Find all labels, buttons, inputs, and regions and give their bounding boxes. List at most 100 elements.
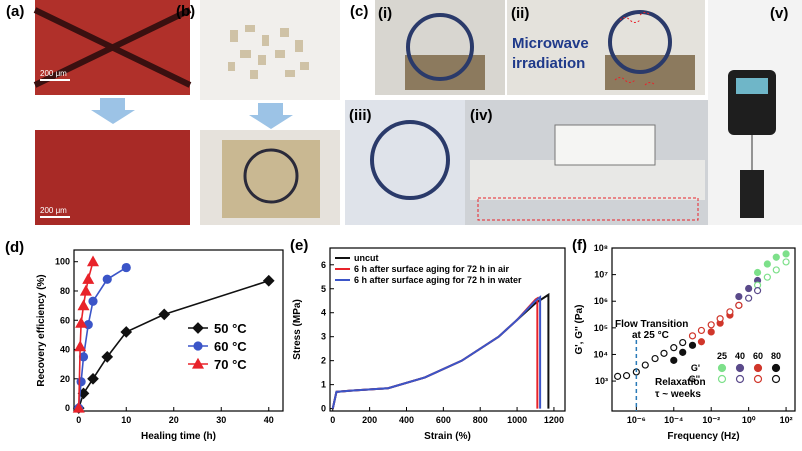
- x-tick-label: 600: [436, 415, 451, 425]
- x-axis-label: Frequency (Hz): [667, 431, 739, 442]
- point: [697, 326, 706, 335]
- y-tick-label: 10⁷: [594, 270, 608, 280]
- y-tick-label: 60: [60, 315, 70, 325]
- legend-label: 70 °C: [214, 357, 247, 372]
- point: [745, 284, 753, 293]
- panel-label: (d): [5, 239, 24, 256]
- x-tick-label: 10²: [780, 415, 793, 425]
- point: [753, 268, 762, 277]
- x-tick-label: 0: [330, 415, 335, 425]
- photo: [200, 0, 340, 100]
- legend-marker: [735, 374, 745, 384]
- logo: [243, 148, 299, 204]
- annotation: τ ~ weeks: [655, 389, 701, 400]
- panel-label: (f): [572, 237, 587, 254]
- legend-label: 6 h after surface aging for 72 h in wate…: [354, 275, 522, 285]
- legend-marker: [717, 374, 727, 384]
- y-tick-label: 0: [321, 404, 326, 414]
- y-tick-label: 10⁶: [594, 296, 608, 306]
- x-tick-label: 10⁻²: [702, 415, 720, 425]
- x-tick-label: 1200: [544, 415, 564, 425]
- legend-header: 40: [735, 351, 745, 361]
- point: [641, 361, 649, 369]
- point: [707, 328, 715, 336]
- waves: [614, 12, 656, 86]
- y-axis-label: G', G'' (Pa): [574, 305, 585, 355]
- point: [707, 321, 715, 329]
- y-tick-label: 10⁵: [594, 323, 608, 333]
- legend-marker: [771, 374, 781, 384]
- film: [605, 55, 695, 90]
- point: [651, 354, 659, 363]
- x-axis-label: Healing time (h): [141, 431, 216, 442]
- ruler-inset: [554, 124, 656, 166]
- y-tick-label: 0: [65, 403, 70, 413]
- film: [222, 140, 320, 218]
- legend-marker: [717, 363, 727, 373]
- annotation: Microwave: [512, 35, 589, 52]
- y-tick-label: 10⁸: [594, 243, 608, 253]
- point: [75, 316, 88, 328]
- logo: [406, 13, 474, 81]
- legend-header: 60: [753, 351, 763, 361]
- point: [120, 326, 133, 338]
- point: [679, 338, 687, 347]
- weight: [740, 170, 764, 218]
- legend-label: 60 °C: [214, 339, 247, 354]
- y-tick-label: 3: [321, 332, 326, 342]
- film: [405, 55, 485, 90]
- point: [158, 308, 171, 321]
- point: [87, 372, 99, 385]
- legend-label: 50 °C: [214, 321, 247, 336]
- point: [726, 308, 734, 316]
- panel-label: (v): [770, 5, 788, 22]
- panel-label: (i): [378, 5, 392, 22]
- point: [79, 284, 92, 296]
- point: [679, 348, 687, 356]
- point: [102, 274, 112, 284]
- point: [688, 341, 697, 349]
- y-tick-label: 10⁴: [594, 349, 608, 359]
- panel-label: (a): [6, 3, 24, 20]
- panel-label: (ii): [511, 5, 529, 22]
- annotation: Flow Transition: [615, 319, 688, 330]
- arrow: [91, 98, 135, 124]
- fragments: [228, 25, 309, 79]
- point: [614, 372, 622, 380]
- x-tick-label: 20: [169, 415, 179, 425]
- panel-label: (b): [176, 3, 195, 20]
- point: [88, 296, 98, 306]
- y-tick-label: 40: [60, 345, 70, 355]
- legend-label: G': [691, 363, 700, 373]
- y-tick-label: 5: [321, 284, 326, 294]
- point: [101, 350, 114, 363]
- x-tick-label: 30: [216, 415, 226, 425]
- panel-label: (iii): [349, 107, 372, 124]
- legend-marker: [735, 363, 745, 373]
- point: [82, 273, 95, 284]
- legend-marker: [753, 374, 763, 384]
- x-tick-label: 10⁻⁴: [664, 415, 683, 425]
- legend-marker: [771, 363, 781, 373]
- point: [74, 340, 87, 352]
- legend-label: 6 h after surface aging for 72 h in air: [354, 264, 510, 274]
- series-line: [331, 295, 542, 409]
- point: [76, 377, 86, 387]
- photo: [35, 130, 190, 225]
- x-tick-label: 0: [76, 415, 81, 425]
- point: [192, 322, 204, 334]
- x-tick-label: 40: [264, 415, 274, 425]
- logo: [370, 120, 450, 200]
- x-axis-label: Strain (%): [424, 431, 471, 442]
- point: [782, 258, 790, 266]
- highlight: [477, 197, 699, 221]
- point: [688, 332, 697, 340]
- panel-label: (e): [290, 237, 308, 254]
- x-tick-label: 400: [399, 415, 414, 425]
- plot-frame: [329, 247, 566, 412]
- annotation: irradiation: [512, 55, 585, 72]
- x-tick-label: 1000: [507, 415, 527, 425]
- point: [745, 294, 753, 302]
- point: [772, 266, 780, 274]
